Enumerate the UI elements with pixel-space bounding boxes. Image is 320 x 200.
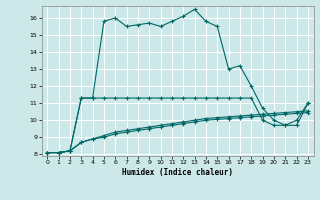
X-axis label: Humidex (Indice chaleur): Humidex (Indice chaleur) — [122, 168, 233, 177]
